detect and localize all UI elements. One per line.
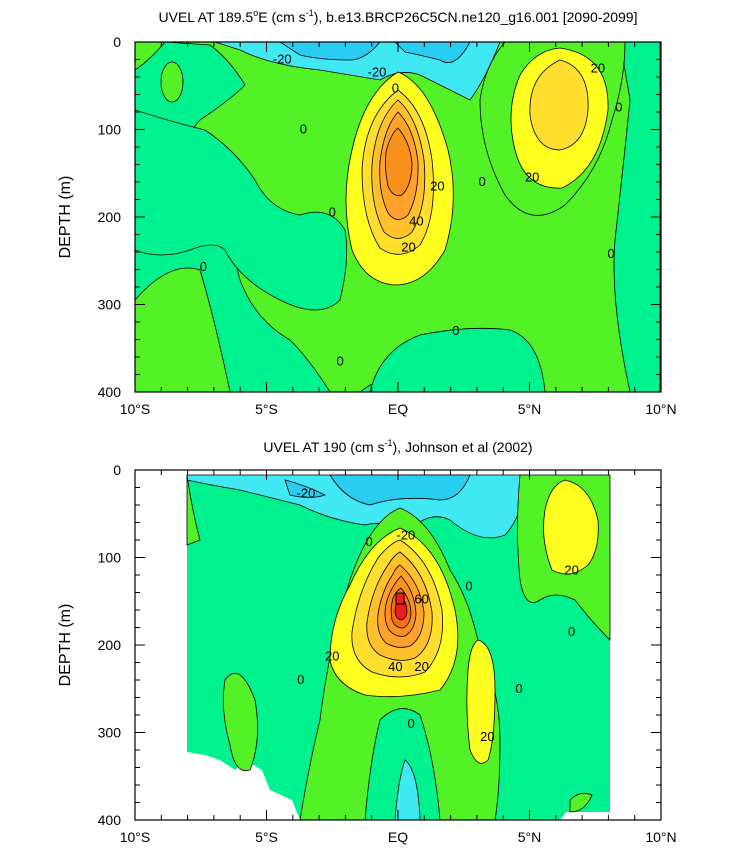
- bottom-xtick-label: 5°N: [518, 829, 542, 845]
- bottom-3n-yellow: [466, 639, 496, 764]
- top-ytick-label: 0: [113, 34, 121, 50]
- top-contour-label: 20: [401, 240, 415, 255]
- top-contour-label: 0: [615, 100, 622, 115]
- bottom-contour-label: 0: [365, 534, 372, 549]
- top-contour-labels: 20 40 20 0 0 0 0 0 0 0 0 0 -20 -20 20 20: [200, 52, 623, 369]
- top-contour-label: 20: [591, 60, 605, 75]
- bottom-ytick-label: 100: [98, 550, 122, 566]
- bottom-green-left-edge: [186, 474, 201, 546]
- top-green-shape2: [135, 267, 231, 392]
- top-cyan-pocket: [135, 109, 348, 311]
- bottom-contour-label: -20: [297, 486, 316, 501]
- bottom-ytick-label: 300: [98, 725, 122, 741]
- top-contour-label: 40: [409, 213, 423, 228]
- top-contour-label: 0: [452, 323, 459, 338]
- bottom-contour-label: 0: [408, 716, 415, 731]
- top-left-blob: [160, 61, 184, 103]
- bottom-green-deep: [222, 673, 258, 772]
- bottom-contour-label: 0: [465, 578, 472, 593]
- bottom-contour-label: -20: [396, 528, 415, 543]
- top-xtick-label: EQ: [388, 401, 408, 417]
- top-ytick-label: 300: [98, 297, 122, 313]
- top-contour-label: 20: [430, 178, 444, 193]
- top-contour-label: 0: [329, 205, 336, 220]
- bottom-contour-label: 20: [564, 563, 578, 578]
- bottom-right-lower-green: [569, 792, 593, 813]
- bottom-ytick-label: 0: [113, 462, 121, 478]
- bottom-blue-core2: [284, 479, 327, 498]
- top-xtick-label: 5°N: [518, 401, 542, 417]
- top-contour-label: 20: [525, 170, 539, 185]
- top-blue-core2: [394, 42, 471, 64]
- top-xtick-label: 10°S: [120, 401, 151, 417]
- bottom-contour-field: [186, 474, 611, 820]
- top-contour-field: [135, 42, 661, 392]
- top-ytick-label: 100: [98, 122, 122, 138]
- top-title: UVEL AT 189.5oE (cm s-1), b.e13.BRCP26C5…: [159, 8, 638, 25]
- bottom-xtick-label: EQ: [388, 829, 408, 845]
- top-contour-label: 0: [607, 246, 614, 261]
- bottom-cyan-deep-center: [364, 708, 441, 820]
- bottom-contour-label: 40: [388, 659, 402, 674]
- bottom-ylabel: DEPTH (m): [57, 604, 74, 687]
- bottom-ytick-label: 400: [98, 812, 122, 828]
- bottom-euc-max: [395, 592, 405, 605]
- bottom-xtick-label: 10°S: [120, 829, 151, 845]
- bottom-right-yellow: [543, 479, 599, 575]
- bottom-blue-core: [329, 474, 471, 506]
- bottom-contour-label: 60: [414, 592, 428, 607]
- top-contour-label: 0: [300, 122, 307, 137]
- top-cyan-right: [613, 42, 661, 392]
- bottom-xtick-label: 10°N: [645, 829, 676, 845]
- top-contour-label: -20: [368, 65, 387, 80]
- top-contour-label: 0: [200, 259, 207, 274]
- top-contour-label: 0: [479, 174, 486, 189]
- top-ylabel: DEPTH (m): [57, 176, 74, 259]
- bottom-contour-label: 20: [480, 729, 494, 744]
- top-right-gold: [529, 59, 589, 151]
- top-contour-label: -20: [273, 52, 292, 67]
- top-contour-label: 0: [392, 80, 399, 95]
- top-xtick-label: 10°N: [645, 401, 676, 417]
- bottom-lightblue-deep: [394, 759, 421, 820]
- top-euc-orange3: [384, 127, 413, 196]
- bottom-contour-label: 20: [414, 659, 428, 674]
- top-cyan-bottom: [369, 327, 546, 392]
- bottom-contour-label: 0: [515, 681, 522, 696]
- bottom-ytick-label: 200: [98, 637, 122, 653]
- top-ytick-label: 400: [98, 384, 122, 400]
- bottom-xtick-label: 5°S: [255, 829, 278, 845]
- bottom-title: UVEL AT 190 (cm s-1), Johnson et al (200…: [263, 438, 532, 455]
- top-xtick-label: 5°S: [255, 401, 278, 417]
- top-contour-label: 0: [337, 353, 344, 368]
- bottom-contour-labels: -20 0 -20 0 60 20 40 20 0 0 0 20 0 20: [297, 486, 579, 744]
- top-blue-core: [279, 42, 381, 61]
- bottom-contour-label: 0: [568, 624, 575, 639]
- top-ytick-label: 200: [98, 209, 122, 225]
- bottom-contour-label: 0: [297, 672, 304, 687]
- bottom-contour-label: 20: [325, 648, 339, 663]
